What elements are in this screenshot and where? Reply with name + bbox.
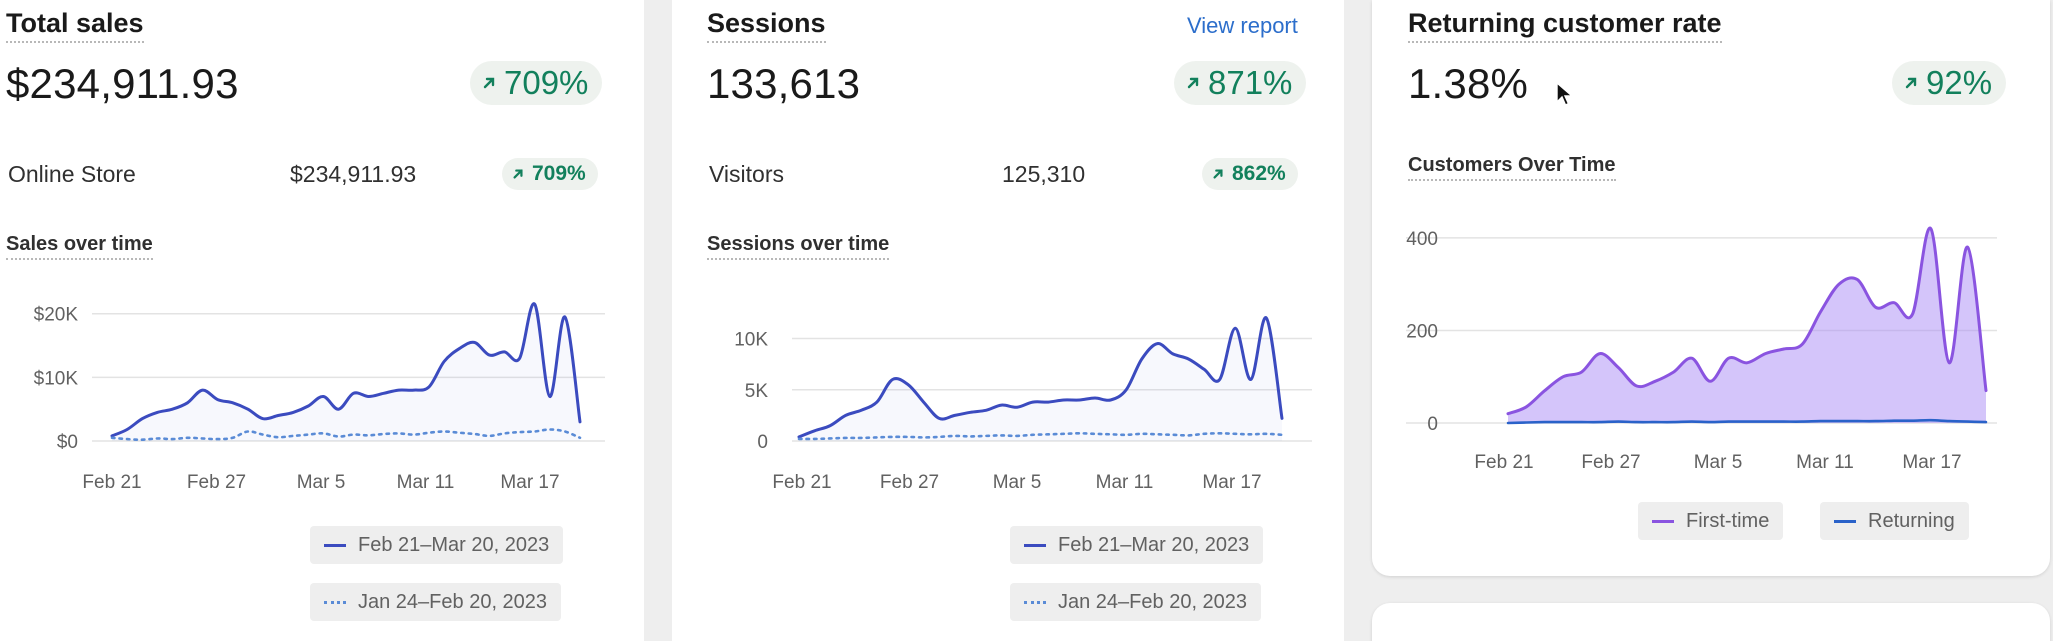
solid-line-swatch	[324, 543, 346, 547]
sales-chart-title[interactable]: Sales over time	[6, 233, 153, 260]
x-tick-label: Feb 21	[1474, 452, 1533, 473]
arrow-up-right-icon	[483, 77, 495, 89]
sales-line-chart[interactable]: $0 $10K $20K Feb 21 Feb 27 Mar 5 Mar 11 Mar 17	[0, 280, 640, 500]
total-sales-change: 709%	[504, 64, 589, 101]
x-tick-label: Feb 27	[187, 472, 246, 493]
dotted-line-swatch	[1024, 600, 1046, 604]
x-tick-label: Feb 21	[82, 472, 141, 493]
legend-current-period[interactable]: Feb 21–Mar 20, 2023	[1010, 526, 1264, 564]
view-report-link[interactable]: View report	[1187, 13, 1298, 38]
legend-previous-period[interactable]: Jan 24–Feb 20, 2023	[310, 583, 562, 621]
y-tick-label: 5K	[745, 381, 769, 402]
sessions-change: 871%	[1208, 64, 1293, 101]
arrow-up-right-icon	[1187, 77, 1199, 89]
customers-area-chart[interactable]: 0 200 400 Feb 21 Feb 27 Mar 5 Mar 11 Mar 17	[1372, 200, 2042, 480]
series-area-0	[112, 303, 580, 441]
online-store-value: $234,911.93	[290, 161, 417, 187]
x-tick-label: Feb 21	[772, 472, 831, 493]
series-line-1	[1506, 418, 1988, 425]
dotted-line-swatch	[324, 600, 346, 604]
x-tick-label: Mar 17	[1202, 472, 1261, 493]
x-tick-label: Feb 27	[880, 472, 939, 493]
series-line-0	[797, 316, 1284, 439]
purple-line-swatch	[1652, 519, 1674, 523]
sessions-title[interactable]: Sessions	[707, 8, 826, 43]
series-line-0	[110, 302, 582, 438]
visitors-change-badge: 862%	[1202, 158, 1298, 190]
arrow-up-right-icon	[1905, 77, 1917, 89]
legend-previous-period[interactable]: Jan 24–Feb 20, 2023	[1010, 583, 1262, 621]
x-tick-label: Mar 5	[993, 472, 1042, 493]
total-sales-value: $234,911.93	[6, 60, 239, 107]
sessions-line-chart[interactable]: 0 5K 10K Feb 21 Feb 27 Mar 5 Mar 11 Mar 17	[672, 280, 1332, 500]
x-tick-label: Mar 17	[500, 472, 559, 493]
returning-rate-change: 92%	[1926, 64, 1993, 101]
series-line-1	[797, 432, 1284, 441]
series-area-0	[799, 317, 1282, 441]
legend-current-period[interactable]: Feb 21–Mar 20, 2023	[310, 526, 564, 564]
returning-rate-change-badge: 92%	[1892, 61, 2007, 105]
x-tick-label: Mar 17	[1902, 452, 1961, 473]
legend-first-time-label: First-time	[1686, 509, 1770, 532]
online-store-change-badge: 709%	[502, 158, 598, 190]
y-tick-label: 400	[1406, 229, 1438, 250]
y-tick-label: $20K	[34, 305, 79, 326]
y-tick-label: $10K	[34, 368, 79, 389]
visitors-change: 862%	[1232, 162, 1286, 185]
mouse-pointer-icon	[1556, 82, 1574, 106]
returning-customer-card: Returning customer rate 1.38% 92% Custom…	[1372, 0, 2050, 576]
customers-chart-title[interactable]: Customers Over Time	[1408, 154, 1616, 181]
series-line-1	[110, 428, 582, 442]
x-tick-label: Mar 5	[297, 472, 346, 493]
visitors-value: 125,310	[1002, 161, 1086, 187]
y-tick-label: 200	[1406, 321, 1438, 342]
legend-previous-label: Jan 24–Feb 20, 2023	[358, 590, 548, 613]
online-store-change: 709%	[532, 162, 586, 185]
x-tick-label: Mar 5	[1694, 452, 1743, 473]
y-tick-label: $0	[57, 432, 78, 453]
y-tick-label: 0	[757, 432, 768, 453]
returning-rate-value: 1.38%	[1408, 60, 1529, 107]
total-sales-card: Total sales $234,911.93 709% Online Stor…	[0, 0, 644, 641]
legend-returning-label: Returning	[1868, 509, 1955, 532]
sessions-change-badge: 871%	[1174, 61, 1307, 105]
legend-returning[interactable]: Returning	[1820, 502, 1969, 540]
total-sales-title[interactable]: Total sales	[6, 8, 144, 43]
returning-rate-title[interactable]: Returning customer rate	[1408, 8, 1722, 43]
legend-first-time[interactable]: First-time	[1638, 502, 1784, 540]
legend-current-label: Feb 21–Mar 20, 2023	[1058, 533, 1250, 556]
total-sales-change-badge: 709%	[470, 61, 603, 105]
y-tick-label: 0	[1427, 414, 1438, 435]
legend-previous-label: Jan 24–Feb 20, 2023	[1058, 590, 1248, 613]
series-line-0	[1506, 226, 1988, 416]
x-tick-label: Mar 11	[1796, 452, 1854, 473]
x-tick-label: Mar 11	[397, 472, 455, 493]
arrow-up-right-icon	[1213, 169, 1223, 179]
y-tick-label: 10K	[734, 330, 768, 351]
arrow-up-right-icon	[513, 169, 523, 179]
blue-line-swatch	[1834, 519, 1856, 523]
sessions-value: 133,613	[707, 60, 861, 107]
x-tick-label: Feb 27	[1581, 452, 1640, 473]
sessions-card: Sessions View report 133,613 871% Visito…	[672, 0, 1344, 641]
series-area-0	[1508, 228, 1986, 423]
sessions-chart-title[interactable]: Sessions over time	[707, 233, 890, 260]
solid-line-swatch	[1024, 543, 1046, 547]
online-store-label: Online Store	[8, 161, 136, 187]
visitors-label: Visitors	[709, 161, 784, 187]
next-card	[1372, 603, 2050, 641]
legend-current-label: Feb 21–Mar 20, 2023	[358, 533, 550, 556]
x-tick-label: Mar 11	[1096, 472, 1154, 493]
